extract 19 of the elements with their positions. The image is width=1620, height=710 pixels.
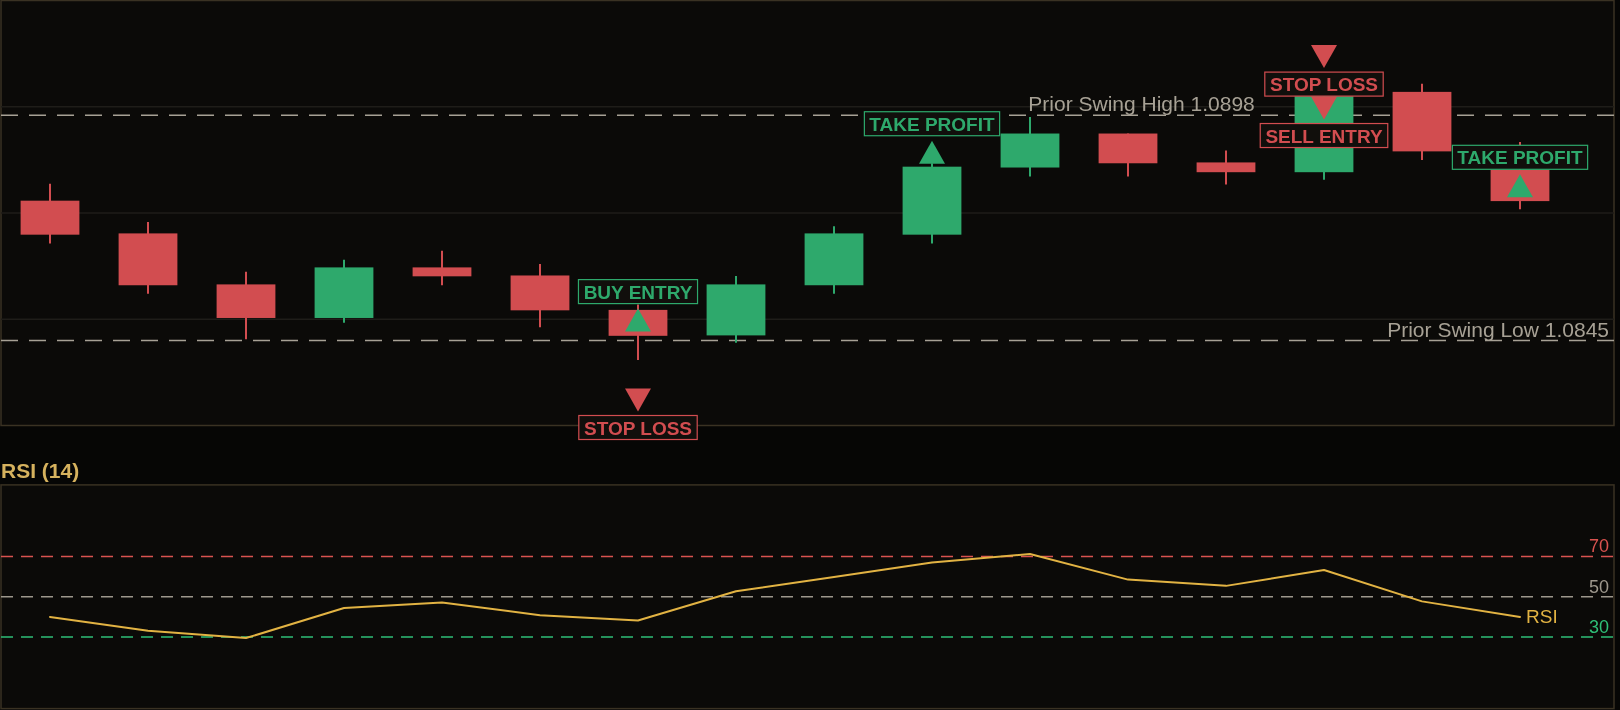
ref-line-label: 30 bbox=[1588, 617, 1609, 638]
data-label: BUY ENTRY bbox=[583, 281, 693, 303]
data-label: SELL ENTRY bbox=[1265, 125, 1383, 147]
point bbox=[919, 140, 945, 164]
candlestick bbox=[412, 249, 472, 287]
data-label: TAKE PROFIT bbox=[1457, 147, 1584, 169]
series-label: RSI bbox=[1526, 605, 1558, 627]
data-label: STOP LOSS bbox=[1269, 74, 1379, 96]
candlestick bbox=[1196, 149, 1256, 186]
data-label: TAKE PROFIT bbox=[869, 113, 996, 135]
ref-line-label: 50 bbox=[1588, 576, 1609, 597]
point bbox=[625, 388, 651, 412]
point bbox=[1311, 96, 1337, 120]
ref-line-label: Prior Swing High 1.0898 bbox=[1028, 92, 1255, 116]
data-label: STOP LOSS bbox=[583, 417, 693, 439]
ref-line-label: Prior Swing Low 1.0845 bbox=[1387, 317, 1609, 341]
ref-line-label: 70 bbox=[1588, 536, 1609, 557]
chart-title: RSI (14) bbox=[1, 458, 80, 482]
point bbox=[1311, 45, 1337, 69]
